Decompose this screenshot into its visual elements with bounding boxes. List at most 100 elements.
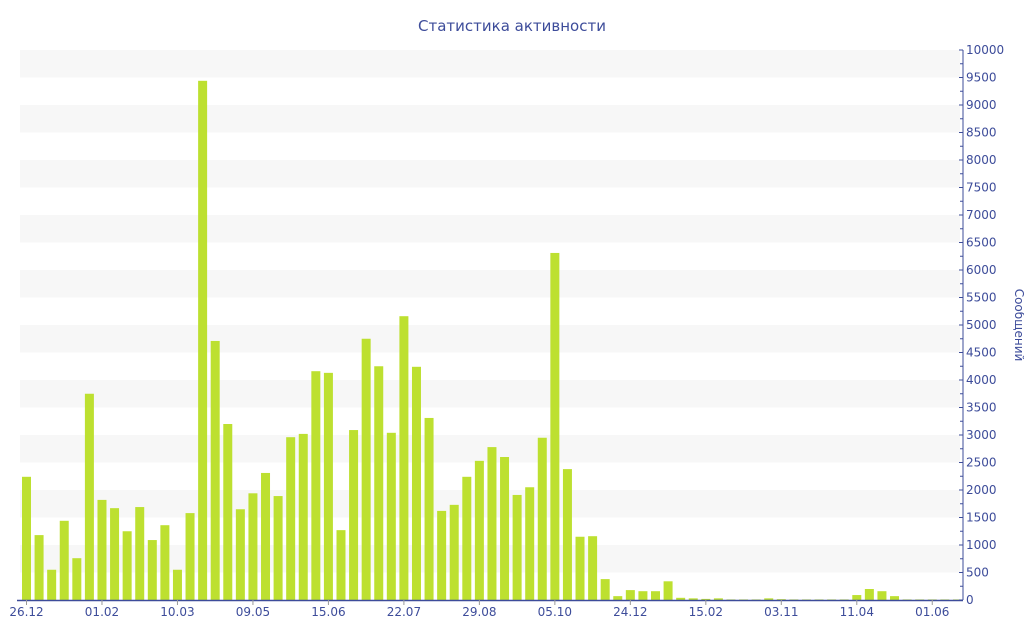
bar xyxy=(22,476,31,600)
grid-band xyxy=(20,380,960,408)
bar xyxy=(374,366,384,600)
x-tick-label: 05.10 xyxy=(538,605,572,619)
bar xyxy=(84,393,94,600)
bar xyxy=(198,80,208,601)
bar xyxy=(185,513,195,600)
bar xyxy=(600,579,610,600)
bar xyxy=(726,599,736,600)
bar xyxy=(890,596,900,600)
bar xyxy=(110,508,120,600)
bar xyxy=(852,595,862,600)
bar xyxy=(298,433,308,600)
bar xyxy=(349,430,359,600)
bar xyxy=(147,540,157,600)
bar xyxy=(537,437,547,600)
y-tick-label: 9000 xyxy=(966,98,997,112)
bar xyxy=(449,504,459,600)
y-tick-label: 4500 xyxy=(966,346,997,360)
bar xyxy=(625,590,635,600)
bar xyxy=(210,340,220,600)
bar xyxy=(713,598,723,600)
bar xyxy=(688,598,698,600)
bar xyxy=(638,591,648,600)
bar xyxy=(915,599,925,600)
x-tick-label: 03.11 xyxy=(764,605,798,619)
bar xyxy=(676,597,686,600)
bar xyxy=(97,499,107,600)
x-tick-label: 26.12 xyxy=(9,605,43,619)
bar xyxy=(323,372,333,600)
bar xyxy=(525,487,535,600)
y-tick-label: 7000 xyxy=(966,208,997,222)
y-tick-label: 6000 xyxy=(966,263,997,277)
bar xyxy=(739,599,749,600)
y-tick-label: 3000 xyxy=(966,428,997,442)
bar xyxy=(273,496,283,600)
y-tick-label: 1500 xyxy=(966,511,997,525)
bar xyxy=(311,371,321,600)
bar xyxy=(462,476,472,600)
y-tick-label: 6500 xyxy=(966,236,997,250)
bar xyxy=(248,493,258,600)
y-tick-label: 5000 xyxy=(966,318,997,332)
y-tick-label: 500 xyxy=(966,566,989,580)
y-tick-label: 9500 xyxy=(966,71,997,85)
bar xyxy=(223,424,233,600)
bar xyxy=(235,509,245,600)
grid-band xyxy=(20,325,960,353)
bar xyxy=(437,510,447,600)
y-tick-label: 2000 xyxy=(966,483,997,497)
x-tick-label: 22.07 xyxy=(387,605,421,619)
bar xyxy=(776,599,786,600)
bar xyxy=(474,460,484,600)
x-tick-label: 29.08 xyxy=(462,605,496,619)
y-tick-label: 10000 xyxy=(966,43,1004,57)
x-tick-label: 15.06 xyxy=(311,605,345,619)
bar xyxy=(751,599,761,600)
grid-band xyxy=(20,105,960,133)
x-tick-label: 24.12 xyxy=(613,605,647,619)
bar xyxy=(424,417,434,600)
bar xyxy=(122,531,132,600)
bar xyxy=(59,520,69,600)
bar xyxy=(952,599,962,600)
grid-band xyxy=(20,160,960,188)
bar xyxy=(487,447,497,600)
bar xyxy=(877,591,887,600)
bar xyxy=(336,530,346,600)
bar xyxy=(411,366,421,600)
bar xyxy=(651,591,660,600)
bar xyxy=(261,472,271,600)
bar xyxy=(47,569,57,600)
bar xyxy=(361,338,371,600)
bar xyxy=(940,599,950,600)
y-tick-label: 8500 xyxy=(966,126,997,140)
x-tick-label: 15.02 xyxy=(689,605,723,619)
bar xyxy=(500,457,510,600)
bar xyxy=(72,558,82,600)
bar xyxy=(512,494,522,600)
x-tick-label: 01.02 xyxy=(85,605,119,619)
y-tick-label: 1000 xyxy=(966,538,997,552)
bar xyxy=(902,599,912,600)
bar xyxy=(613,596,623,600)
y-axis-label: Сообщений xyxy=(1012,289,1024,362)
bar xyxy=(588,536,598,600)
bar xyxy=(827,599,837,600)
bar xyxy=(801,599,811,600)
bar xyxy=(764,598,774,600)
y-tick-label: 2500 xyxy=(966,456,997,470)
bar xyxy=(386,432,396,600)
bar xyxy=(160,525,170,600)
bar xyxy=(135,507,145,600)
bar xyxy=(575,536,585,600)
x-tick-label: 11.04 xyxy=(840,605,874,619)
bar xyxy=(701,598,711,600)
bar xyxy=(839,599,849,600)
bar xyxy=(172,569,182,600)
grid-band xyxy=(20,50,960,78)
y-tick-label: 3500 xyxy=(966,401,997,415)
bar xyxy=(864,589,874,600)
x-tick-label: 01.06 xyxy=(915,605,949,619)
bar xyxy=(286,437,296,600)
